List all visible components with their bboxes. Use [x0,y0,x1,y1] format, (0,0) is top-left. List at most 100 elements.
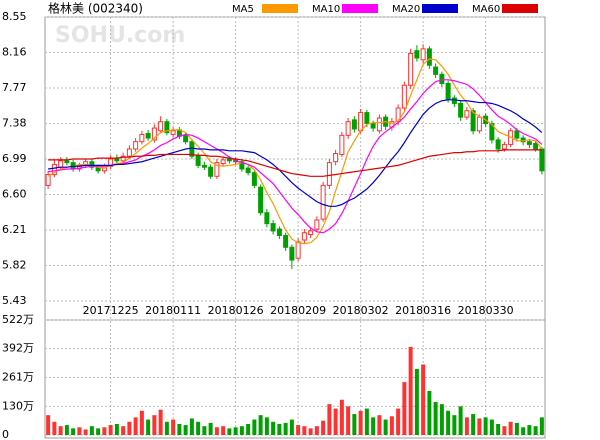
candle-body [476,116,482,132]
volume-bar [389,416,394,435]
volume-bar [408,346,413,435]
candle-body [164,121,170,134]
volume-bar [452,415,457,435]
candle-body [345,121,351,136]
y-tick-label: 6.99 [2,152,27,165]
legend-label: MA60 [472,4,500,15]
volume-bar [177,423,182,435]
candle-body [151,127,157,141]
volume-bar [502,426,507,435]
volume-bar [252,419,257,435]
volume-bar [483,417,488,435]
x-tick-label: 20180126 [208,304,264,317]
candle-body [489,123,495,141]
candle-body [339,134,345,155]
volume-bar [71,428,76,435]
candle-body [451,97,457,104]
volume-bar [377,415,382,435]
candle-body [401,84,407,109]
candle-body [458,102,464,118]
legend-swatch [342,4,378,13]
x-tick-label: 20180330 [458,304,514,317]
candle-body [408,52,414,86]
candle-body [351,119,357,130]
volume-bar [77,427,82,435]
y-tick-label: 261万 [2,371,34,384]
volume-bar [508,421,513,435]
candle-body [426,48,432,66]
volume-bar [496,423,501,435]
volume-bar [164,421,169,435]
volume-bar [233,427,238,435]
x-tick-label: 20180302 [333,304,389,317]
candle-body [320,184,326,220]
volume-bar [333,408,338,435]
y-tick-label: 5.82 [2,259,27,272]
candle-body [189,141,195,157]
candle-body [120,155,126,162]
candle-body [308,230,314,236]
volume-bar [221,426,226,435]
candle-body [226,158,232,162]
y-tick-label: 130万 [2,399,34,412]
volume-bar [427,390,432,435]
volume-bar [446,410,451,435]
candle-body [208,166,214,177]
candle-body [45,173,51,186]
volume-bar [514,422,519,435]
candle-body [245,167,251,174]
candle-body [358,112,364,132]
candle-body [433,66,439,75]
volume-bar [477,418,482,435]
candle-body [170,130,176,135]
volume-bar [108,425,113,435]
volume-bar [133,417,138,435]
volume-bar [89,426,94,435]
candle-body [126,148,132,157]
x-tick-label: 20180111 [145,304,201,317]
y-tick-label: 522万 [2,313,34,326]
legend-swatch [502,4,538,13]
y-tick-label: 5.43 [2,294,27,307]
volume-bar [283,422,288,435]
volume-bar [277,423,282,435]
y-tick-label: 6.60 [2,188,27,201]
volume-bar [289,419,294,435]
y-tick-label: 8.16 [2,46,27,59]
volume-bar [296,425,301,435]
volume-bar [202,426,207,435]
candle-body [108,158,114,167]
candle-body [58,160,64,168]
candle-body [220,159,226,165]
ma-line [48,149,542,177]
volume-bar [346,406,351,435]
volume-bar [521,427,526,435]
candle-body [326,162,332,186]
volume-bar [246,423,251,435]
volume-bar [402,382,407,435]
candle-body [370,123,376,129]
volume-bar [139,410,144,435]
volume-bar [214,427,219,435]
ma-line [48,79,543,234]
frame [44,16,546,439]
candle-body [533,143,539,150]
candle-body [414,50,420,59]
volume-bar [196,421,201,435]
legend-label: MA20 [392,4,420,15]
legend-swatch [422,4,458,13]
volume-bar [464,417,469,435]
volume-bar [327,404,332,435]
volume-bar [439,404,444,435]
volume-bar [358,410,363,435]
candle-body [289,246,295,261]
candle-body [395,107,401,123]
volume-bar [539,417,544,435]
candle-body [501,143,507,150]
volume-bar [158,409,163,435]
candle-body [276,228,282,236]
volume-bar [339,399,344,435]
volume-bar [533,426,538,435]
volume-bar [414,368,419,435]
